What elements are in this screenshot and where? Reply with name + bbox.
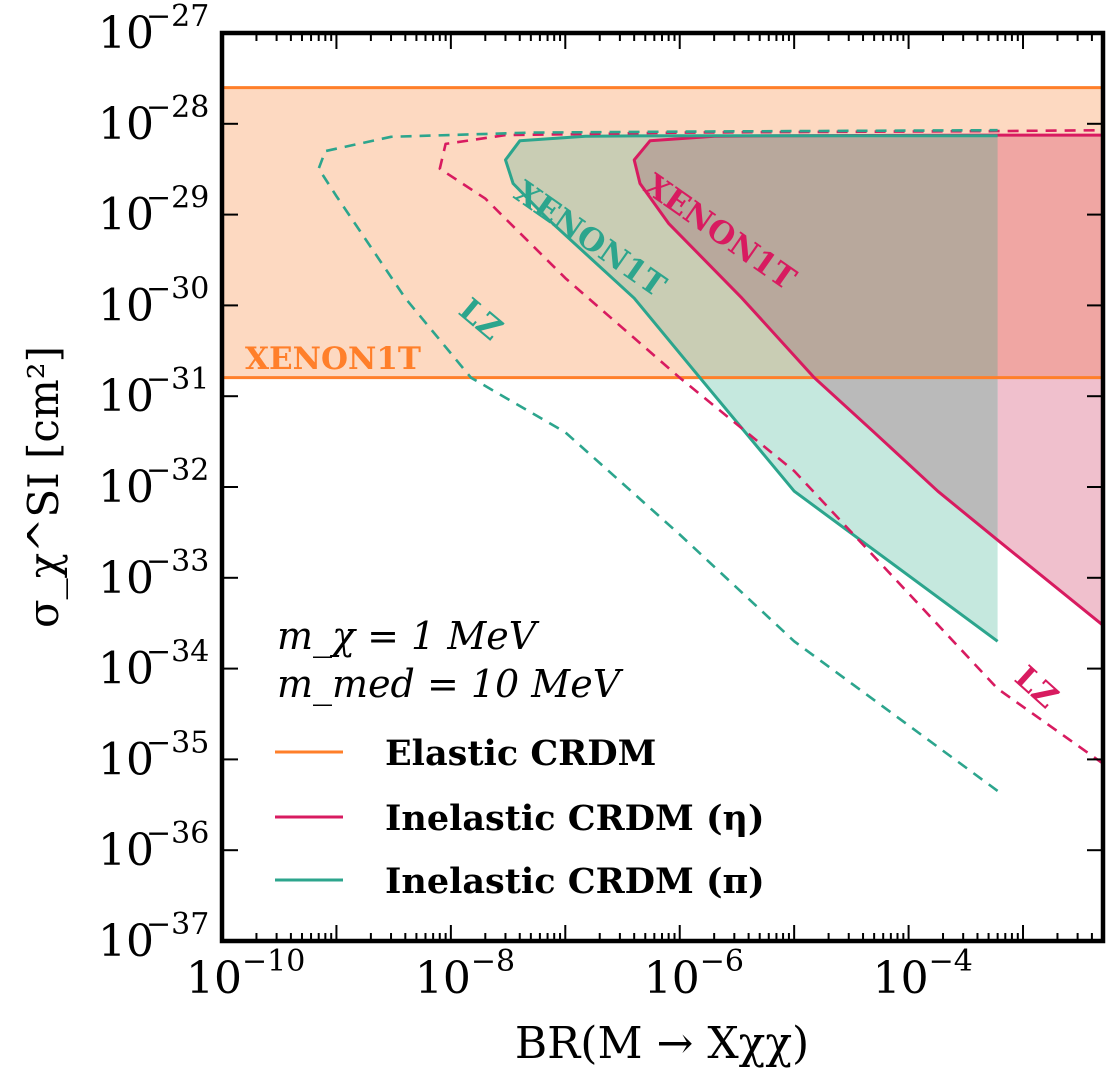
x-tick-label-exponent: −10 bbox=[242, 944, 305, 979]
x-axis-title: BR(M → Xχχ) bbox=[515, 1018, 809, 1069]
inelastic-crdm--curve bbox=[504, 134, 999, 643]
y-tick-label: 10 bbox=[98, 280, 154, 331]
y-tick-label-exponent: −35 bbox=[146, 725, 209, 760]
eta-lz-label: LZ bbox=[1008, 659, 1065, 715]
x-tick-label-exponent: −8 bbox=[471, 944, 515, 979]
x-tick-label: 10 bbox=[415, 953, 471, 1004]
all-overlap bbox=[634, 135, 998, 378]
y-tick-label-exponent: −36 bbox=[146, 816, 209, 851]
x-tick-label: 10 bbox=[873, 953, 929, 1004]
y-tick-label: 10 bbox=[98, 644, 154, 695]
param-mediator-mass: m_med = 10 MeV bbox=[277, 662, 624, 707]
lz--curve bbox=[317, 128, 999, 792]
y-tick-label-exponent: −37 bbox=[146, 907, 209, 942]
x-tick-label-exponent: −4 bbox=[929, 944, 973, 979]
y-tick-label: 10 bbox=[98, 825, 154, 876]
x-tick-label: 10 bbox=[186, 953, 242, 1004]
y-tick-label: 10 bbox=[98, 462, 154, 513]
y-tick-label-exponent: −32 bbox=[146, 453, 209, 488]
plot-frame bbox=[219, 30, 1106, 944]
y-tick-label-exponent: −27 bbox=[146, 0, 209, 34]
plot-curves bbox=[222, 86, 1103, 792]
legend-label-elastic: Elastic CRDM bbox=[385, 733, 656, 774]
legend-label-pi: Inelastic CRDM (π) bbox=[385, 861, 765, 902]
y-tick-label-exponent: −28 bbox=[146, 90, 209, 125]
x-tick-label: 10 bbox=[644, 953, 700, 1004]
legend: Elastic CRDM Inelastic CRDM (η) Inelasti… bbox=[275, 733, 765, 902]
x-tick-label-exponent: −6 bbox=[700, 944, 744, 979]
y-tick-label: 10 bbox=[98, 371, 154, 422]
param-dm-mass: m_χ = 1 MeV bbox=[277, 614, 540, 659]
y-tick-label: 10 bbox=[98, 99, 154, 150]
y-tick-label-exponent: −31 bbox=[146, 362, 209, 397]
y-tick-label: 10 bbox=[98, 734, 154, 785]
y-tick-label: 10 bbox=[98, 916, 154, 967]
y-tick-label: 10 bbox=[98, 8, 154, 59]
y-axis-title: σ_χ^SI [cm²] bbox=[19, 346, 68, 628]
elastic-xenon1t-label: XENON1T bbox=[245, 341, 421, 377]
y-tick-label-exponent: −29 bbox=[146, 181, 209, 216]
y-tick-label-exponent: −30 bbox=[146, 271, 209, 306]
y-tick-label-exponent: −33 bbox=[146, 544, 209, 579]
y-tick-label: 10 bbox=[98, 190, 154, 241]
legend-label-eta: Inelastic CRDM (η) bbox=[385, 798, 765, 839]
y-tick-label-exponent: −34 bbox=[146, 635, 209, 670]
y-tick-label: 10 bbox=[98, 553, 154, 604]
tick-labels: 10 −10 10 −8 10 −6 10 −410−2710−2810−2910−3010−… bbox=[98, 0, 973, 1004]
